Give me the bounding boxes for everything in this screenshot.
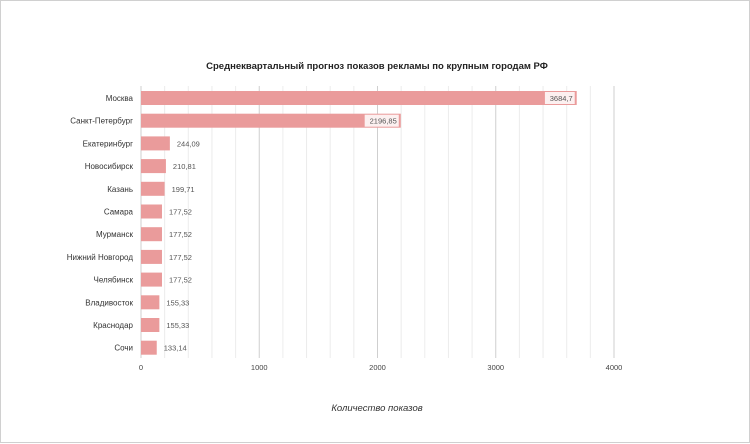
value-label: 210,81 [173,162,196,171]
value-label: 133,14 [164,344,187,353]
chart-title: Среднеквартальный прогноз показов реклам… [206,61,548,72]
category-labels: Москва Санкт-Петербург Екатеринбург Новосиб… [67,94,134,353]
bar [141,204,162,219]
value-label: 199,71 [172,185,195,194]
bar [141,91,577,105]
category-label: Челябинск [94,276,134,285]
category-label: Краснодар [93,321,133,330]
x-tick-label: 4000 [606,363,623,372]
bar [141,181,165,196]
value-label: 155,33 [166,298,189,307]
value-label: 177,52 [169,230,192,239]
category-label: Новосибирск [85,162,134,171]
value-label: 177,52 [169,208,192,217]
value-label-background [364,114,399,127]
x-tick-label: 3000 [487,363,504,372]
category-label: Санкт-Петербург [70,117,133,126]
value-label: 3684,7 [550,94,573,103]
grid-lines [140,86,615,358]
bar [141,113,401,128]
x-tick-label: 0 [139,363,143,372]
category-label: Сочи [114,344,133,353]
value-label: 2196,85 [370,117,397,126]
bar [141,340,157,355]
category-label: Мурманск [96,230,133,239]
value-label: 177,52 [169,253,192,262]
x-tick-label: 1000 [251,363,268,372]
x-tick-label: 2000 [369,363,386,372]
x-axis-label: Количество показов [331,403,422,414]
bar [141,295,160,310]
category-label: Самара [104,208,134,217]
bar [141,227,162,242]
category-label: Владивосток [85,298,133,307]
value-label-background [544,92,575,104]
category-label: Нижний Новгород [67,253,134,262]
category-label: Екатеринбург [83,139,133,148]
x-axis-ticks: 0 1000 2000 3000 4000 [139,363,622,372]
value-labels: 3684,7 2196,85 244,09 210,81 199,71 177,52 177… [164,92,575,353]
bar [141,136,170,151]
bar [141,159,166,174]
bars [141,91,577,355]
value-label: 155,33 [166,321,189,330]
bar [141,249,162,264]
value-label: 244,09 [177,139,200,148]
bar [141,318,160,332]
bar [141,272,162,287]
value-label: 177,52 [169,276,192,285]
category-label: Москва [106,94,134,103]
category-label: Казань [107,185,133,194]
